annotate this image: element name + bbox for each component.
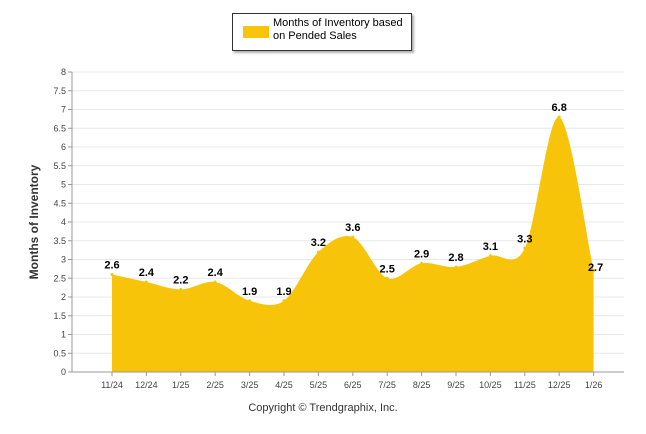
y-tick-label: 4 xyxy=(61,217,66,227)
x-tick-label: 12/25 xyxy=(548,380,571,390)
x-tick-label: 10/25 xyxy=(479,380,502,390)
y-tick-label: 7 xyxy=(61,105,66,115)
legend-swatch xyxy=(243,26,269,38)
data-label: 2.9 xyxy=(414,248,429,260)
y-tick-label: 1.5 xyxy=(53,311,66,321)
data-label: 2.4 xyxy=(208,267,224,279)
data-label: 2.5 xyxy=(380,263,395,275)
x-tick-label: 3/25 xyxy=(241,380,259,390)
y-tick-label: 2 xyxy=(61,292,66,302)
y-tick-label: 7.5 xyxy=(53,86,66,96)
data-label: 3.2 xyxy=(311,237,326,249)
data-label: 2.4 xyxy=(139,267,155,279)
data-point xyxy=(488,254,492,258)
data-point xyxy=(420,261,424,265)
y-tick-label: 3.5 xyxy=(53,236,66,246)
data-point xyxy=(592,269,596,273)
x-tick-label: 9/25 xyxy=(447,380,465,390)
legend-label: Months of Inventory based on Pended Sale… xyxy=(273,17,403,42)
x-tick-label: 11/24 xyxy=(101,380,123,390)
y-tick-label: 1 xyxy=(61,330,66,340)
x-tick-label: 5/25 xyxy=(310,380,328,390)
x-tick-label: 8/25 xyxy=(413,380,431,390)
data-point xyxy=(144,280,148,284)
data-point xyxy=(351,235,355,239)
x-tick-label: 1/26 xyxy=(585,380,603,390)
y-tick-label: 5.5 xyxy=(53,161,66,171)
data-point xyxy=(557,115,561,119)
y-tick-label: 2.5 xyxy=(53,273,66,283)
data-point xyxy=(385,276,389,280)
data-label: 1.9 xyxy=(276,286,291,298)
data-label: 3.1 xyxy=(483,241,498,253)
copyright-text: Copyright © Trendgraphix, Inc. xyxy=(248,402,398,414)
axis-layer: 0 0.5 1 1.5 2 2.5 3 3.5 4 4.5 5 5.5 6 6.5 7 7.5 8 11/24 12… xyxy=(53,67,624,390)
series-area xyxy=(112,116,594,372)
y-axis-title: Months of Inventory xyxy=(27,164,41,280)
x-tick-label: 1/25 xyxy=(172,380,190,390)
y-tick-label: 8 xyxy=(61,67,66,77)
x-tick-label: 4/25 xyxy=(275,380,293,390)
legend[interactable]: Months of Inventory based on Pended Sale… xyxy=(232,13,412,51)
area-layer xyxy=(110,115,596,372)
label-layer: 2.6 2.4 2.2 2.4 1.9 1.9 3.2 3.6 2.5 2.9 2.8 3.1 3.3 6… xyxy=(104,102,603,298)
x-tick-label: 11/25 xyxy=(514,380,536,390)
y-tick-label: 5 xyxy=(61,180,66,190)
data-point xyxy=(110,273,114,276)
y-tick-label: 6.5 xyxy=(53,123,66,133)
data-point xyxy=(282,299,286,303)
y-tick-label: 0.5 xyxy=(53,348,66,358)
y-tick-label: 3 xyxy=(61,255,66,265)
x-tick-label: 6/25 xyxy=(344,380,362,390)
data-label: 6.8 xyxy=(552,102,567,114)
data-label: 2.8 xyxy=(448,252,463,264)
data-point xyxy=(248,299,252,303)
x-tick-label: 12/24 xyxy=(135,380,158,390)
data-label: 3.3 xyxy=(517,233,532,245)
data-label: 3.6 xyxy=(345,222,360,234)
data-label: 2.2 xyxy=(173,275,188,287)
x-tick-label: 2/25 xyxy=(206,380,224,390)
data-label: 1.9 xyxy=(242,286,257,298)
data-point xyxy=(179,288,183,291)
x-tick-label: 7/25 xyxy=(378,380,396,390)
y-tick-label: 6 xyxy=(61,142,66,152)
data-point xyxy=(454,265,458,269)
data-label: 2.7 xyxy=(588,262,603,274)
data-point xyxy=(213,280,217,284)
data-label: 2.6 xyxy=(104,260,119,272)
y-tick-label: 0 xyxy=(61,367,66,377)
y-tick-label: 4.5 xyxy=(53,198,66,208)
data-point xyxy=(316,250,320,254)
data-point xyxy=(523,246,527,250)
